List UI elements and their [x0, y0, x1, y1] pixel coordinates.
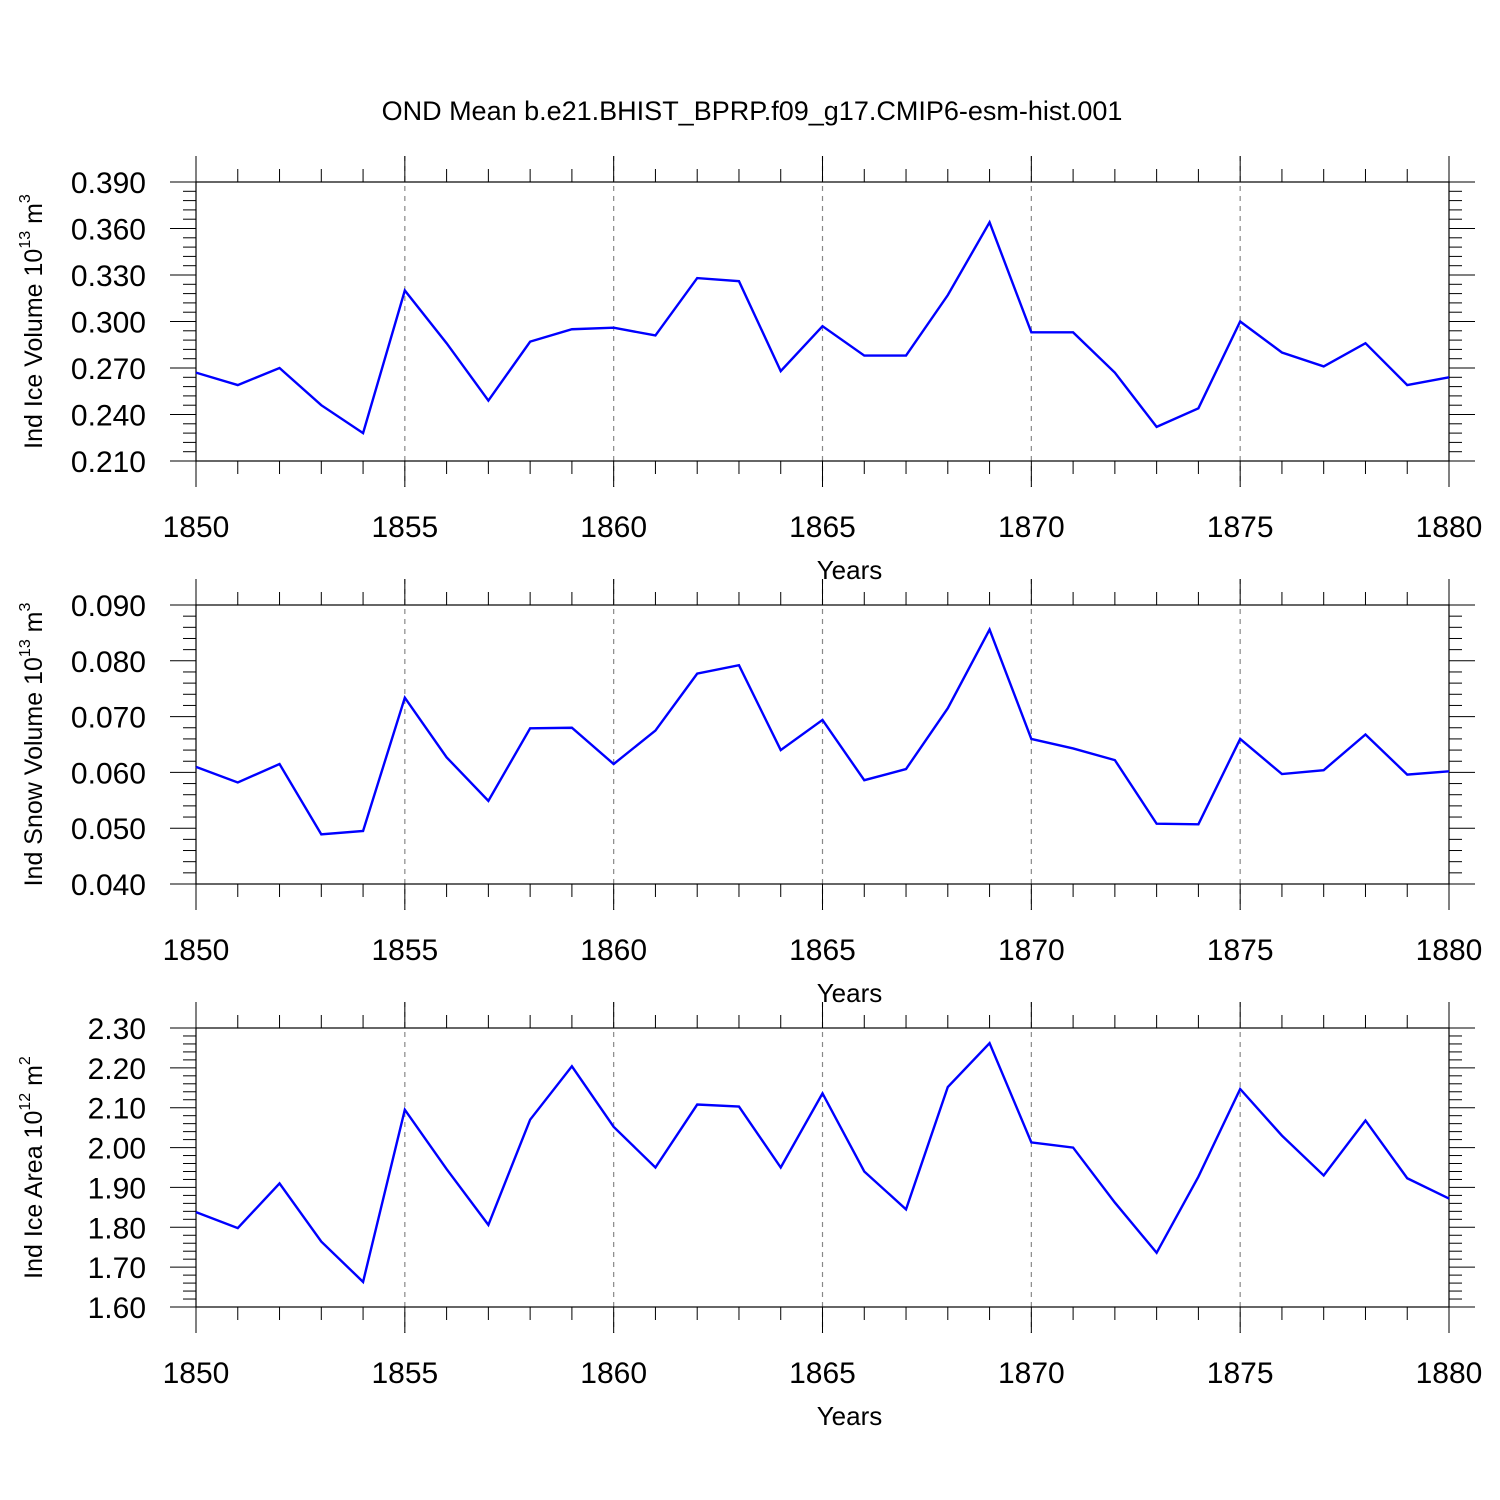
- x-axis-title: Years: [817, 555, 883, 585]
- x-tick-label: 1865: [789, 1357, 856, 1390]
- y-axis-title: Ind Ice Area 1012 m2: [17, 1056, 48, 1279]
- x-tick-label: 1855: [371, 1357, 438, 1390]
- panel-3: 1.60 1.70 1.80 1.90 2.00 2.10 2.20 2.30 1850 1855…: [17, 1002, 1482, 1431]
- y-tick-label: 0.070: [71, 702, 146, 735]
- y-axis-title-prefix: Ind Snow Volume 10: [20, 657, 48, 886]
- y-tick-label: 0.240: [71, 400, 146, 433]
- y-axis-title-unit: m: [20, 203, 48, 231]
- x-tick-label: 1850: [163, 934, 230, 967]
- y-axis-title-unit: m: [20, 612, 48, 640]
- x-tick-label: 1880: [1416, 934, 1483, 967]
- x-tick-label: 1870: [998, 1357, 1065, 1390]
- x-tick-label: 1865: [789, 511, 856, 544]
- y-tick-label: 0.330: [71, 260, 146, 293]
- x-tick-label: 1860: [580, 511, 647, 544]
- x-axis-title: Years: [817, 978, 883, 1008]
- x-tick-label: 1875: [1207, 511, 1274, 544]
- y-axis-title-unit_exponent: 2: [17, 1056, 34, 1065]
- y-axis-title-unit_exponent: 3: [17, 194, 34, 203]
- x-axis-title: Years: [817, 1401, 883, 1431]
- y-tick-label: 2.20: [88, 1053, 146, 1086]
- y-tick-label: 1.60: [88, 1292, 146, 1325]
- y-tick-label: 2.10: [88, 1093, 146, 1126]
- y-tick-label: 1.90: [88, 1172, 146, 1205]
- y-axis-title-exponent: 12: [17, 1093, 34, 1111]
- x-tick-label: 1850: [163, 1357, 230, 1390]
- panel-2: 0.040 0.050 0.060 0.070 0.080 0.090 1850 1855 18…: [17, 579, 1482, 1008]
- series-line-ind-ice-area: [195, 1040, 1450, 1285]
- y-axis-title-unit: m: [20, 1065, 48, 1093]
- x-tick-label: 1855: [371, 934, 438, 967]
- x-tick-label: 1870: [998, 934, 1065, 967]
- y-tick-label: 0.210: [71, 446, 146, 479]
- y-tick-label: 0.390: [71, 167, 146, 200]
- x-tick-label: 1850: [163, 511, 230, 544]
- y-tick-label: 0.080: [71, 646, 146, 679]
- y-tick-label: 0.090: [71, 590, 146, 623]
- series-line-ind-snow-volume: [195, 626, 1450, 836]
- y-axis-title-exponent: 13: [17, 231, 34, 249]
- y-axis-title: Ind Ice Volume 1013 m3: [17, 194, 48, 449]
- x-tick-label: 1870: [998, 511, 1065, 544]
- x-tick-label: 1860: [580, 934, 647, 967]
- y-axis-title: Ind Snow Volume 1013 m3: [17, 603, 48, 887]
- panel-1: 0.210 0.240 0.270 0.300 0.330 0.360 0.390 1850 1…: [17, 156, 1482, 585]
- series-line-ind-ice-volume: [195, 219, 1450, 436]
- y-axis-title-prefix: Ind Ice Area 10: [20, 1111, 48, 1279]
- y-tick-label: 2.00: [88, 1133, 146, 1166]
- x-tick-label: 1875: [1207, 934, 1274, 967]
- x-tick-label: 1880: [1416, 1357, 1483, 1390]
- x-tick-label: 1855: [371, 511, 438, 544]
- y-tick-label: 0.050: [71, 813, 146, 846]
- y-tick-label: 1.70: [88, 1252, 146, 1285]
- x-tick-label: 1880: [1416, 511, 1483, 544]
- x-tick-label: 1865: [789, 934, 856, 967]
- x-tick-label: 1875: [1207, 1357, 1274, 1390]
- y-axis-title-prefix: Ind Ice Volume 10: [20, 249, 48, 449]
- y-tick-label: 1.80: [88, 1212, 146, 1245]
- x-tick-label: 1860: [580, 1357, 647, 1390]
- figure-title: OND Mean b.e21.BHIST_BPRP.f09_g17.CMIP6-…: [382, 96, 1123, 126]
- y-tick-label: 0.360: [71, 214, 146, 247]
- y-tick-label: 2.30: [88, 1013, 146, 1046]
- y-tick-label: 0.060: [71, 757, 146, 790]
- y-axis-title-unit_exponent: 3: [17, 603, 34, 612]
- y-tick-label: 0.040: [71, 869, 146, 902]
- y-tick-label: 0.270: [71, 353, 146, 386]
- y-axis-title-exponent: 13: [17, 639, 34, 657]
- y-tick-label: 0.300: [71, 307, 146, 340]
